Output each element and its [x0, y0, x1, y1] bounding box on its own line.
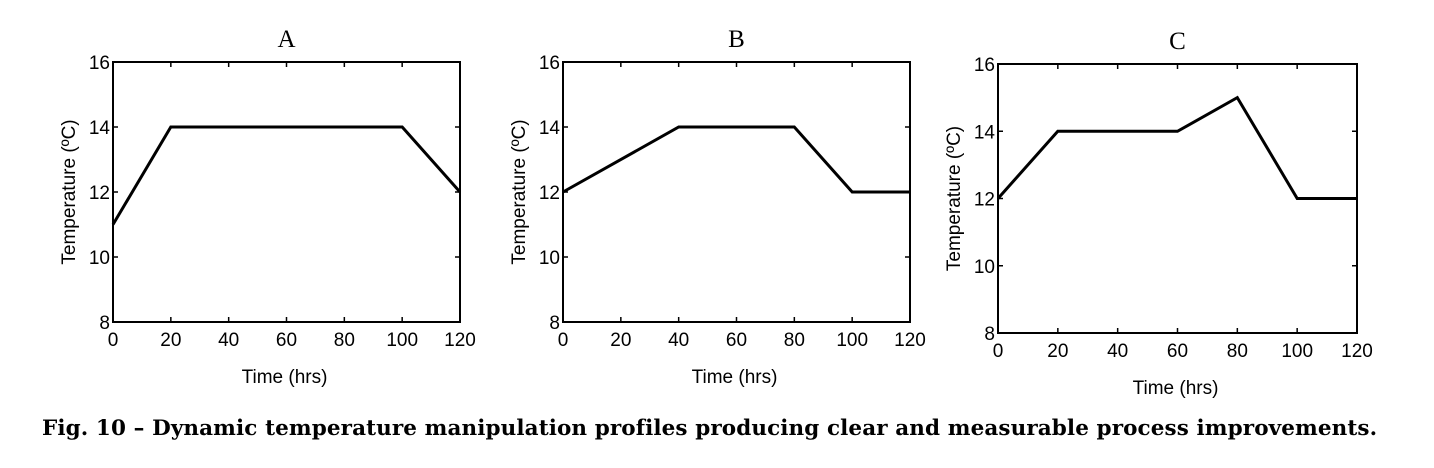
- panel-b-title: B: [728, 26, 745, 53]
- panel-c-series-line: [996, 95, 1357, 200]
- panel-c-ytick-label: 10: [974, 257, 995, 278]
- panel-c-xtick-label: 60: [1167, 341, 1188, 362]
- panel-a-xlabel: Time (hrs): [242, 367, 328, 388]
- panel-c-ylabel: Temperature (ºC): [944, 126, 965, 271]
- panel-a-ytick-label: 12: [89, 183, 110, 204]
- panel-b-xtick-label: 80: [784, 330, 805, 351]
- panel-b-xtick-label: 60: [726, 330, 747, 351]
- panel-c-title: C: [1169, 28, 1186, 55]
- panel-b-ylabel: Temperature (ºC): [509, 119, 530, 264]
- panel-c-xtick-label: 80: [1227, 341, 1248, 362]
- panel-a-xtick-label: 80: [334, 330, 355, 351]
- panel-a-title: A: [277, 26, 295, 53]
- figure-caption: Fig. 10 – Dynamic temperature manipulati…: [42, 416, 1378, 441]
- panel-a-xtick-label: 60: [276, 330, 297, 351]
- panel-c-ytick-label: 8: [984, 324, 995, 345]
- panel-b-ytick-label: 10: [539, 248, 560, 269]
- panel-c-xtick-label: 100: [1281, 341, 1313, 362]
- panel-a-xtick-label: 100: [386, 330, 418, 351]
- panel-a-ytick-label: 16: [89, 53, 110, 74]
- panel-c-ytick-label: 12: [974, 190, 995, 211]
- panel-a-xtick-label: 20: [160, 330, 181, 351]
- panel-c-xlabel: Time (hrs): [1133, 378, 1219, 399]
- panel-a-ytick-label: 10: [89, 248, 110, 269]
- panel-a-ylabel: Temperature (ºC): [59, 119, 80, 264]
- panel-c-xtick-label: 20: [1047, 341, 1068, 362]
- panel-c-ytick-label: 16: [974, 55, 995, 76]
- panel-b-xtick-label: 100: [836, 330, 868, 351]
- panel-a-xtick-label: 0: [108, 330, 119, 351]
- panel-c-xtick-label: 0: [993, 341, 1004, 362]
- panel-c-xtick-label: 120: [1341, 341, 1373, 362]
- panel-b-ytick-label: 14: [539, 118, 561, 139]
- panel-b-xtick-label: 40: [668, 330, 689, 351]
- panel-a-series-line: [111, 125, 462, 226]
- panel-c-ytick-label: 14: [974, 122, 996, 143]
- panel-b-ytick-label: 8: [549, 313, 560, 334]
- panel-b-xlabel: Time (hrs): [692, 367, 778, 388]
- panel-b-xtick-label: 0: [558, 330, 569, 351]
- panel-b-xtick-label: 120: [894, 330, 926, 351]
- panel-b-series-line: [562, 125, 910, 194]
- panel-a-plot-frame: [112, 61, 461, 323]
- panel-a-ytick-label: 8: [99, 313, 110, 334]
- panel-c-xtick-label: 40: [1107, 341, 1128, 362]
- panel-b-xtick-label: 20: [610, 330, 631, 351]
- panel-a-xtick-label: 40: [218, 330, 239, 351]
- panel-a-ytick-label: 14: [89, 118, 111, 139]
- panel-a-xtick-label: 120: [444, 330, 476, 351]
- panel-b-ytick-label: 16: [539, 53, 560, 74]
- panel-b-ytick-label: 12: [539, 183, 560, 204]
